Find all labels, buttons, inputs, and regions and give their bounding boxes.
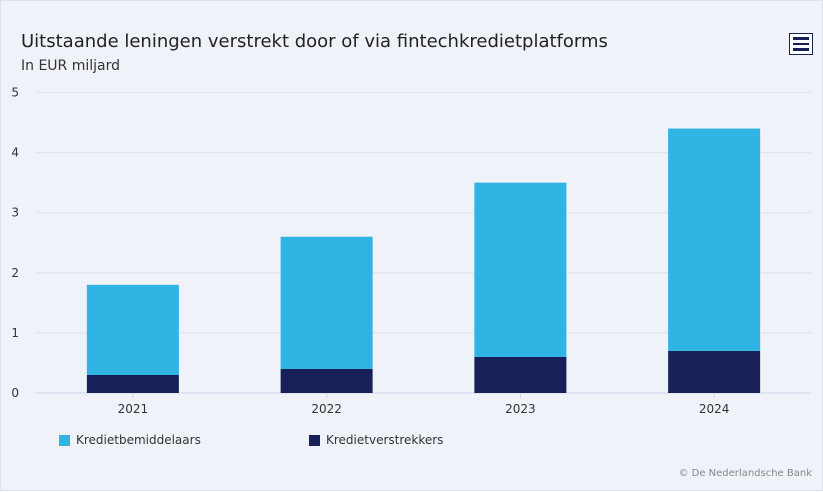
y-tick-label: 0	[11, 386, 19, 400]
hamburger-icon[interactable]	[789, 33, 813, 55]
legend-item-kredietverstrekkers[interactable]: Kredietverstrekkers	[309, 433, 443, 447]
bar-kredietbemiddelaars-2024[interactable]	[668, 128, 761, 351]
bar-kredietverstrekkers-2023[interactable]	[474, 356, 567, 393]
y-tick-label: 2	[11, 266, 19, 280]
chart-subtitle: In EUR miljard	[21, 58, 121, 74]
credit: © De Nederlandsche Bank	[678, 468, 812, 479]
bar-kredietbemiddelaars-2021[interactable]	[86, 284, 179, 375]
legend-label: Kredietbemiddelaars	[76, 433, 201, 447]
bar-kredietbemiddelaars-2023[interactable]	[474, 182, 567, 357]
x-tick-label: 2022	[311, 402, 342, 416]
x-tick-label: 2023	[505, 402, 536, 416]
bar-kredietverstrekkers-2022[interactable]	[280, 368, 373, 393]
bar-kredietverstrekkers-2024[interactable]	[668, 350, 761, 393]
legend-swatch	[59, 434, 70, 446]
y-tick-label: 4	[11, 146, 19, 160]
legend-swatch	[309, 434, 320, 446]
x-tick-label: 2024	[699, 402, 730, 416]
legend-label: Kredietverstrekkers	[326, 433, 444, 447]
y-tick-label: 1	[11, 326, 19, 340]
legend-item-kredietbemiddelaars[interactable]: Kredietbemiddelaars	[59, 433, 201, 447]
y-tick-label: 5	[11, 86, 19, 100]
x-tick-label: 2021	[118, 402, 149, 416]
bar-kredietverstrekkers-2021[interactable]	[86, 374, 179, 393]
chart-title: Uitstaande leningen verstrekt door of vi…	[21, 31, 608, 52]
bar-kredietbemiddelaars-2022[interactable]	[280, 236, 373, 369]
y-tick-label: 3	[11, 206, 19, 220]
